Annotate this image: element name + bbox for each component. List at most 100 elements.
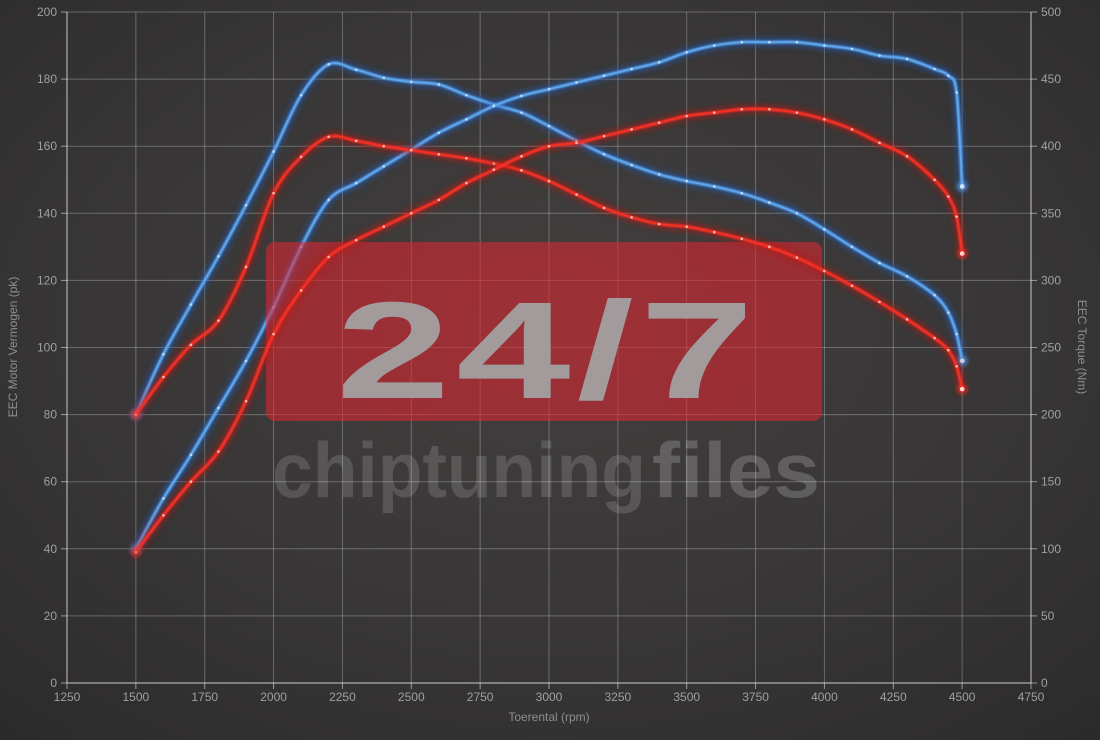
right-tick-label-150: 150 [1041, 475, 1061, 489]
point-marker [795, 256, 799, 259]
point-marker [465, 118, 468, 121]
point-marker [657, 222, 661, 226]
point-marker [630, 67, 633, 71]
x-tick-label-2250: 2250 [329, 690, 356, 704]
point-marker [354, 181, 358, 185]
point-marker [878, 54, 881, 57]
left-tick-label-20: 20 [44, 609, 58, 623]
point-marker [823, 228, 826, 231]
left-tick-label-200: 200 [37, 5, 57, 19]
point-marker [955, 215, 958, 218]
original-curves [130, 104, 968, 558]
axis-tick-labels: 0204060801001201401601802000501001502002… [37, 5, 1061, 704]
point-marker [189, 453, 193, 457]
end-dot [959, 358, 965, 364]
point-marker [602, 152, 606, 156]
point-marker [740, 191, 744, 195]
x-tick-label-4250: 4250 [880, 690, 907, 704]
point-marker [712, 111, 716, 114]
point-marker [602, 134, 606, 138]
point-marker [630, 128, 633, 131]
point-marker [492, 104, 496, 108]
point-marker [905, 275, 909, 278]
point-marker [878, 261, 881, 265]
point-marker [382, 165, 386, 168]
point-marker [520, 94, 523, 98]
left-tick-label-80: 80 [44, 408, 58, 422]
point-marker [850, 47, 854, 51]
left-tick-label-140: 140 [37, 206, 57, 220]
x-tick-label-1750: 1750 [191, 690, 218, 704]
x-tick-label-1250: 1250 [54, 690, 81, 704]
point-marker [217, 406, 220, 410]
point-marker [409, 212, 413, 215]
x-axis-title: Toerental (rpm) [508, 710, 589, 724]
point-marker [740, 107, 744, 111]
point-marker [244, 359, 248, 363]
point-marker [712, 44, 716, 47]
point-marker [327, 198, 330, 202]
point-marker [437, 152, 441, 156]
x-tick-label-2750: 2750 [467, 690, 494, 704]
point-marker [409, 148, 413, 152]
point-marker [823, 269, 826, 273]
point-marker [520, 169, 523, 172]
point-marker [850, 245, 854, 249]
point-marker [947, 311, 950, 314]
point-marker [437, 198, 441, 202]
curve-torque-original-red [130, 131, 968, 420]
point-marker [740, 40, 744, 44]
x-tick-label-4000: 4000 [811, 690, 838, 704]
point-marker [354, 68, 358, 72]
point-marker [947, 195, 950, 198]
point-marker [947, 74, 950, 78]
point-marker [354, 238, 358, 242]
point-marker [602, 206, 606, 210]
x-tick-label-4500: 4500 [949, 690, 976, 704]
point-marker [657, 173, 661, 176]
point-marker [685, 50, 689, 54]
point-marker [547, 87, 551, 91]
point-marker [933, 336, 936, 340]
x-tick-label-1500: 1500 [123, 690, 150, 704]
point-marker [955, 91, 958, 94]
point-marker [492, 168, 496, 171]
right-tick-label-50: 50 [1041, 609, 1055, 623]
point-marker [244, 265, 248, 269]
end-dot [959, 386, 965, 392]
point-marker [657, 61, 661, 64]
start-glow [130, 547, 141, 558]
right-tick-label-450: 450 [1041, 72, 1061, 86]
point-marker [382, 225, 386, 229]
point-marker [547, 179, 551, 183]
x-tick-label-4750: 4750 [1018, 690, 1045, 704]
point-marker [189, 343, 193, 347]
point-marker [795, 111, 799, 114]
point-marker [299, 289, 303, 292]
point-marker [795, 212, 799, 215]
point-marker [630, 216, 633, 219]
x-tick-label-3500: 3500 [673, 690, 700, 704]
point-marker [465, 93, 468, 97]
point-marker [933, 67, 936, 71]
point-marker [933, 178, 936, 182]
point-marker [905, 154, 909, 158]
point-marker [955, 332, 958, 336]
point-marker [575, 193, 578, 196]
left-tick-label-120: 120 [37, 273, 57, 287]
curve-power-original-red [130, 104, 968, 558]
point-marker [520, 154, 523, 158]
point-marker [272, 332, 275, 336]
left-axis-title: EEC Motor Vermogen (pk) [6, 277, 20, 418]
x-tick-label-2000: 2000 [260, 690, 287, 704]
watermark-box [266, 242, 822, 421]
point-marker [768, 245, 771, 249]
point-marker [217, 450, 220, 453]
point-marker [217, 254, 220, 258]
point-marker [602, 74, 606, 78]
point-marker [520, 111, 523, 114]
point-marker [955, 364, 958, 368]
point-marker [795, 40, 799, 44]
point-marker [547, 124, 551, 128]
